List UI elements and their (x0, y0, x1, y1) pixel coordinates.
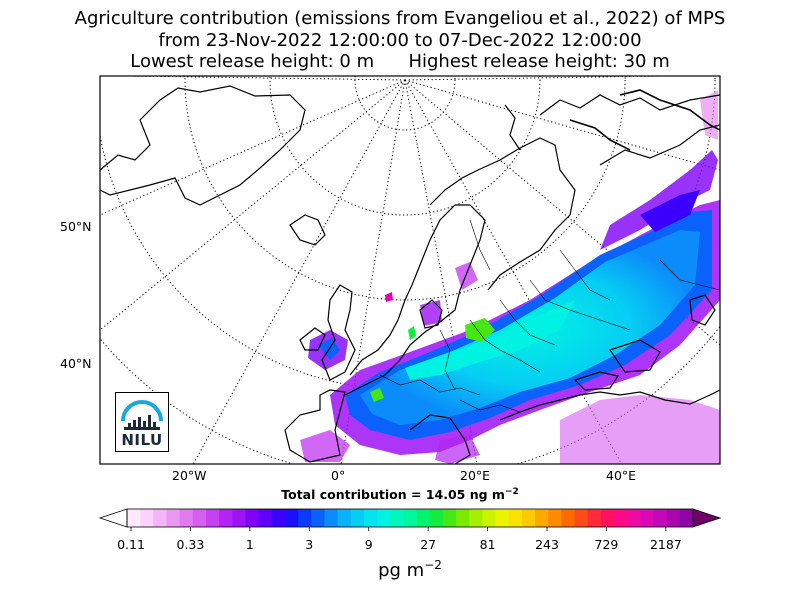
colorbar-tick-label: 243 (535, 537, 559, 552)
colorbar-cell (363, 509, 378, 527)
colorbar-unit-label: pg m−2 (0, 558, 800, 581)
colorbar-tick-label: 81 (479, 537, 496, 552)
colorbar-cell (640, 509, 655, 527)
colorbar-unit-text: pg m (378, 560, 425, 581)
colorbar-cell (205, 509, 220, 527)
colorbar-cell (495, 509, 510, 527)
nilu-logo-graphic (121, 400, 163, 430)
concentration-field (300, 90, 720, 464)
title-line-2: from 23-Nov-2022 12:00:00 to 07-Dec-2022… (158, 30, 642, 51)
colorbar-cell (311, 509, 326, 527)
lon-label-0: 0° (331, 468, 346, 483)
colorbar-cell (574, 509, 589, 527)
colorbar-cell (166, 509, 181, 527)
lat-label-50n: 50°N (60, 219, 92, 234)
colorbar-cell (614, 509, 628, 527)
colorbar-cell (377, 509, 391, 527)
country-borders (379, 219, 720, 413)
colorbar-cell (390, 509, 405, 527)
colorbar-cell (429, 509, 444, 527)
colorbar-cell (284, 509, 299, 527)
lon-label-20e: 20°E (460, 468, 491, 483)
colorbar-tick-label: 9 (364, 537, 373, 552)
colorbar-cell (456, 509, 470, 527)
colorbar-cell (587, 509, 602, 527)
colorbar-cell (192, 509, 207, 527)
colorbar-cell (219, 509, 233, 527)
colorbar-cell (350, 509, 365, 527)
nilu-logo-text: NILU (121, 431, 163, 449)
colorbar-cell (482, 509, 497, 527)
nilu-logo: NILU (115, 392, 169, 452)
colorbar-tick-label: 0.33 (176, 537, 205, 552)
colorbar-cell (258, 509, 273, 527)
lon-label-20w: 20°W (172, 468, 207, 483)
colorbar-cell (245, 509, 260, 527)
colorbar-cell (298, 509, 312, 527)
colorbar-cell (679, 509, 694, 527)
colorbar-tick-label: 2187 (649, 537, 682, 552)
colorbar-cell (600, 509, 615, 527)
colorbar-tick-label: 729 (594, 537, 619, 552)
colorbar-cell (627, 509, 641, 527)
colorbar-cell (337, 509, 352, 527)
total-contribution-label: Total contribution = 14.05 ng m−2 (0, 487, 800, 502)
colorbar-cell (561, 509, 576, 527)
colorbar-cell (442, 509, 457, 527)
colorbar-cell (403, 509, 418, 527)
colorbar-cell (140, 509, 154, 527)
colorbar-cell (324, 509, 339, 527)
colorbar-tick-label: 27 (420, 537, 437, 552)
colorbar-max-extension (692, 508, 722, 528)
colorbar-tick-label: 0.11 (117, 537, 145, 552)
colorbar-cell (416, 509, 431, 527)
colorbar-tick-label: 1 (245, 537, 254, 552)
colorbar-cell (653, 509, 668, 527)
title-line-1: Agriculture contribution (emissions from… (74, 8, 726, 29)
colorbar-cell (127, 509, 141, 527)
arctic-coast (569, 89, 720, 151)
colorbar-cell (666, 509, 681, 527)
colorbar-cell (232, 509, 247, 527)
colorbar-cell (535, 509, 549, 527)
title-line-3: Lowest release height: 0 m Highest relea… (130, 51, 670, 72)
colorbar-unit-exponent: −2 (424, 558, 442, 572)
colorbar-cell (521, 509, 536, 527)
map-frame (99, 75, 721, 465)
coastlines (100, 85, 720, 464)
colorbar-cell (271, 509, 286, 527)
colorbar-cell (153, 509, 168, 527)
colorbar-cell (469, 509, 483, 527)
colorbar-cell (548, 509, 562, 527)
lat-label-40n: 40°N (60, 356, 92, 371)
colorbar-frame (126, 508, 694, 528)
colorbar-tick-label: 3 (305, 537, 314, 552)
total-contribution-exponent: −2 (504, 487, 519, 497)
lon-label-40e: 40°E (606, 468, 637, 483)
colorbar-cell (508, 509, 523, 527)
colorbar-min-extension (98, 508, 128, 528)
total-contribution-text: Total contribution = 14.05 ng m (281, 487, 505, 503)
colorbar-cell (179, 509, 194, 527)
